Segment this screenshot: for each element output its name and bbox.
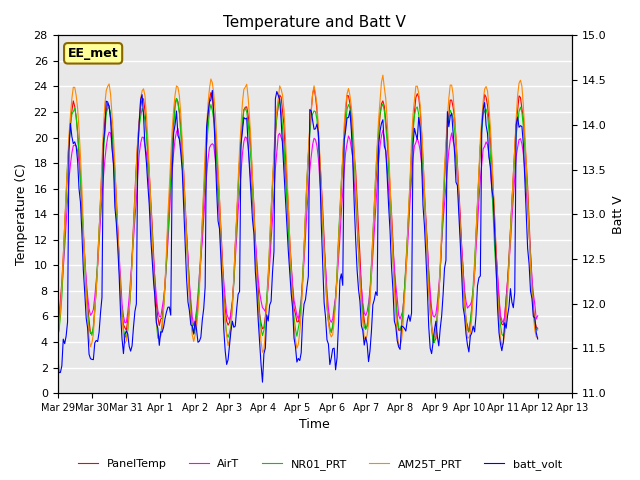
NR01_PRT [455,199,463,205]
AirT [326,317,333,323]
PanelTemp [431,338,438,344]
AM25T_PRT [324,320,332,325]
AM25T_PRT [259,349,266,355]
batt_volt [197,334,205,340]
AirT [200,216,207,221]
batt_volt [259,379,266,385]
AM25T_PRT [160,307,168,312]
PanelTemp [54,325,61,331]
batt_volt [54,344,61,350]
AirT [190,323,198,328]
Legend: PanelTemp, AirT, NR01_PRT, AM25T_PRT, batt_volt: PanelTemp, AirT, NR01_PRT, AM25T_PRT, ba… [73,455,567,474]
X-axis label: Time: Time [300,419,330,432]
AirT [449,138,457,144]
AirT [160,296,168,301]
Line: AM25T_PRT: AM25T_PRT [58,75,538,352]
batt_volt [449,130,457,135]
AM25T_PRT [449,92,457,97]
AM25T_PRT [379,72,387,78]
AM25T_PRT [455,198,463,204]
NR01_PRT [198,218,206,224]
Text: EE_met: EE_met [68,47,118,60]
AirT [174,126,182,132]
batt_volt [60,336,67,342]
PanelTemp [534,325,541,331]
AM25T_PRT [534,335,541,340]
Y-axis label: Temperature (C): Temperature (C) [15,163,28,265]
AirT [60,266,67,272]
AirT [455,195,463,201]
batt_volt [326,361,333,367]
AM25T_PRT [197,250,205,256]
NR01_PRT [534,327,541,333]
PanelTemp [324,317,332,323]
PanelTemp [160,301,168,307]
PanelTemp [455,187,463,192]
Line: AirT: AirT [58,129,538,325]
batt_volt [160,324,168,330]
Line: NR01_PRT: NR01_PRT [58,98,538,342]
AirT [54,316,61,322]
PanelTemp [197,255,205,261]
batt_volt [209,87,216,93]
PanelTemp [60,254,67,260]
NR01_PRT [54,333,61,339]
Line: PanelTemp: PanelTemp [58,88,538,341]
NR01_PRT [449,115,457,120]
NR01_PRT [324,317,332,323]
NR01_PRT [60,263,67,269]
NR01_PRT [160,305,168,311]
batt_volt [534,336,541,342]
NR01_PRT [173,96,180,101]
AirT [534,313,541,319]
NR01_PRT [431,339,438,345]
AM25T_PRT [54,337,61,343]
Line: batt_volt: batt_volt [58,90,538,382]
PanelTemp [310,85,318,91]
PanelTemp [449,104,457,110]
Title: Temperature and Batt V: Temperature and Batt V [223,15,406,30]
Y-axis label: Batt V: Batt V [612,195,625,234]
batt_volt [455,212,463,217]
AM25T_PRT [60,255,67,261]
